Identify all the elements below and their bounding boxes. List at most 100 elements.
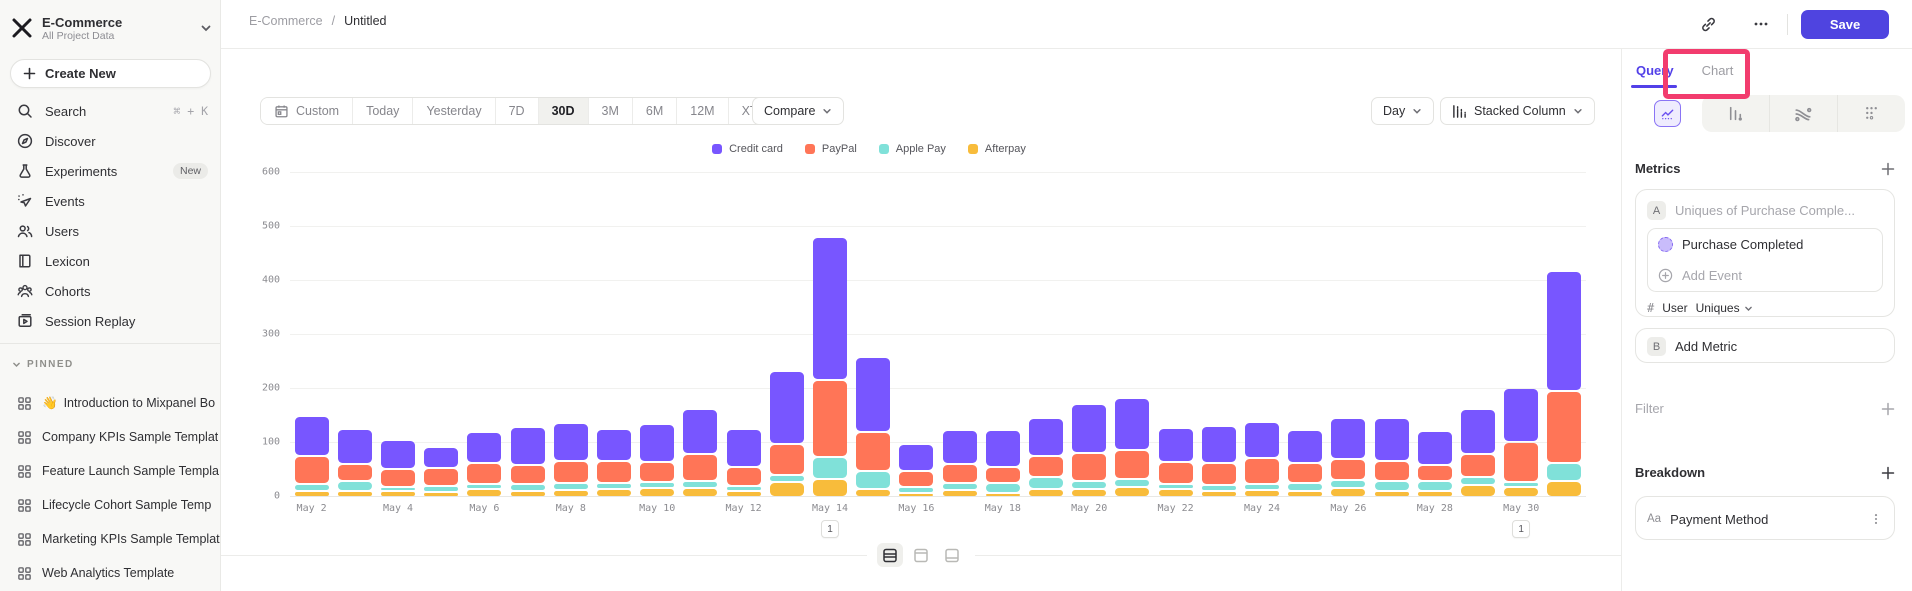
bar-segment-credit-card[interactable] — [1201, 427, 1236, 462]
bar-segment-afterpay[interactable] — [1374, 492, 1409, 496]
bar-segment-afterpay[interactable] — [985, 493, 1020, 496]
bar-segment-paypal[interactable] — [985, 467, 1020, 482]
bar-segment-afterpay[interactable] — [683, 488, 718, 496]
bar-segment-paypal[interactable] — [597, 461, 631, 482]
add-metric-card[interactable]: B Add Metric — [1635, 328, 1895, 363]
bar-segment-paypal[interactable] — [640, 462, 675, 481]
bar-segment-afterpay[interactable] — [726, 492, 761, 496]
bar-segment-credit-card[interactable] — [1461, 410, 1495, 453]
pinned-section-header[interactable]: PINNED — [12, 359, 74, 370]
bar-segment-paypal[interactable] — [1029, 456, 1063, 477]
bar-segment-afterpay[interactable] — [553, 490, 588, 496]
breadcrumb-project[interactable]: E-Commerce — [249, 14, 323, 28]
bar-segment-apple-pay[interactable] — [1547, 464, 1582, 480]
bar-segment-apple-pay[interactable] — [726, 487, 761, 491]
pinned-board-item[interactable]: Company KPIs Sample Templat — [0, 420, 220, 454]
bar-segment-credit-card[interactable] — [1288, 431, 1323, 462]
bar-segment-paypal[interactable] — [899, 472, 934, 486]
breakdown-options-button[interactable] — [1869, 512, 1883, 526]
tab-flows[interactable] — [1770, 95, 1838, 132]
bar-segment-paypal[interactable] — [381, 469, 415, 486]
bar-segment-paypal[interactable] — [683, 454, 718, 480]
bar-segment-apple-pay[interactable] — [553, 483, 588, 489]
bar-segment-apple-pay[interactable] — [1201, 486, 1236, 491]
pinned-board-item[interactable]: Marketing KPIs Sample Templat — [0, 522, 220, 556]
bar-segment-afterpay[interactable] — [1072, 489, 1107, 496]
bar-segment-apple-pay[interactable] — [510, 485, 545, 491]
bar-segment-apple-pay[interactable] — [1158, 485, 1193, 488]
bar-segment-credit-card[interactable] — [1029, 419, 1063, 455]
bar-segment-credit-card[interactable] — [899, 445, 934, 471]
bar-segment-afterpay[interactable] — [1288, 492, 1323, 496]
bar-segment-credit-card[interactable] — [1245, 422, 1279, 458]
bar-segment-credit-card[interactable] — [856, 358, 891, 432]
bar-segment-afterpay[interactable] — [1115, 487, 1150, 496]
bar-segment-afterpay[interactable] — [467, 489, 502, 496]
date-range-7d[interactable]: 7D — [495, 98, 539, 124]
sidebar-item-events[interactable]: Events — [0, 186, 220, 216]
bar-segment-afterpay[interactable] — [294, 492, 329, 496]
bar-segment-credit-card[interactable] — [1115, 399, 1150, 450]
bar-segment-afterpay[interactable] — [337, 492, 372, 496]
bar-segment-apple-pay[interactable] — [337, 481, 372, 491]
bar-segment-credit-card[interactable] — [467, 433, 502, 462]
bar-segment-apple-pay[interactable] — [1288, 483, 1323, 491]
bar-segment-afterpay[interactable] — [1029, 489, 1063, 496]
date-range-today[interactable]: Today — [353, 98, 414, 124]
bar-segment-paypal[interactable] — [1245, 459, 1279, 484]
layout-split-button[interactable] — [877, 543, 903, 567]
bar-segment-credit-card[interactable] — [1547, 272, 1582, 391]
bar-segment-apple-pay[interactable] — [467, 485, 502, 488]
annotation-badge[interactable]: 1 — [1512, 520, 1531, 538]
sidebar-item-cohorts[interactable]: Cohorts — [0, 276, 220, 306]
bar-segment-credit-card[interactable] — [640, 425, 675, 461]
sidebar-item-search[interactable]: Search ⌘ + K — [0, 96, 220, 126]
bar-segment-paypal[interactable] — [1547, 392, 1582, 462]
layout-table-bottom-button[interactable] — [939, 543, 965, 567]
bar-segment-afterpay[interactable] — [381, 492, 415, 496]
bar-segment-paypal[interactable] — [1504, 442, 1539, 481]
bar-segment-credit-card[interactable] — [1072, 405, 1107, 453]
bar-segment-paypal[interactable] — [1115, 451, 1150, 479]
bar-segment-paypal[interactable] — [813, 380, 847, 457]
bar-segment-paypal[interactable] — [1374, 461, 1409, 480]
bar-segment-credit-card[interactable] — [769, 372, 804, 444]
bar-segment-apple-pay[interactable] — [381, 487, 415, 491]
legend-item-afterpay[interactable]: Afterpay — [967, 143, 1026, 155]
measure-entity[interactable]: User — [1662, 301, 1688, 315]
bar-segment-paypal[interactable] — [1417, 466, 1452, 480]
bar-segment-apple-pay[interactable] — [1374, 481, 1409, 491]
more-options-button[interactable] — [1748, 11, 1774, 37]
bar-segment-afterpay[interactable] — [1504, 488, 1539, 496]
add-event-row[interactable]: Add Event — [1648, 260, 1882, 291]
bar-segment-apple-pay[interactable] — [899, 487, 934, 493]
bar-segment-apple-pay[interactable] — [640, 482, 675, 487]
bar-segment-credit-card[interactable] — [985, 431, 1020, 466]
create-new-button[interactable]: Create New — [10, 59, 211, 88]
breakdown-card[interactable]: Aa Payment Method — [1635, 496, 1895, 540]
bar-segment-credit-card[interactable] — [424, 447, 459, 467]
bar-segment-paypal[interactable] — [1331, 460, 1366, 480]
bar-segment-credit-card[interactable] — [683, 410, 718, 453]
bar-segment-credit-card[interactable] — [294, 417, 329, 455]
bar-segment-apple-pay[interactable] — [942, 483, 977, 489]
bar-segment-paypal[interactable] — [337, 465, 372, 480]
bar-segment-apple-pay[interactable] — [1072, 481, 1107, 488]
measure-type-dropdown[interactable]: Uniques — [1696, 301, 1753, 315]
bar-segment-apple-pay[interactable] — [769, 475, 804, 481]
add-breakdown-button[interactable] — [1881, 466, 1895, 480]
bar-segment-paypal[interactable] — [467, 464, 502, 484]
pinned-board-item[interactable]: Lifecycle Cohort Sample Temp — [0, 488, 220, 522]
add-filter-button[interactable] — [1881, 402, 1895, 416]
bar-segment-apple-pay[interactable] — [1115, 480, 1150, 486]
bar-segment-paypal[interactable] — [1288, 464, 1323, 482]
bar-segment-credit-card[interactable] — [1417, 432, 1452, 465]
chart-type-dropdown[interactable]: Stacked Column — [1440, 97, 1595, 125]
bar-segment-apple-pay[interactable] — [1245, 485, 1279, 489]
tab-retention[interactable] — [1838, 95, 1905, 132]
bar-segment-credit-card[interactable] — [597, 429, 631, 460]
bar-segment-credit-card[interactable] — [510, 427, 545, 465]
bar-segment-paypal[interactable] — [1461, 454, 1495, 477]
bar-segment-apple-pay[interactable] — [1504, 482, 1539, 487]
bar-segment-apple-pay[interactable] — [424, 487, 459, 492]
